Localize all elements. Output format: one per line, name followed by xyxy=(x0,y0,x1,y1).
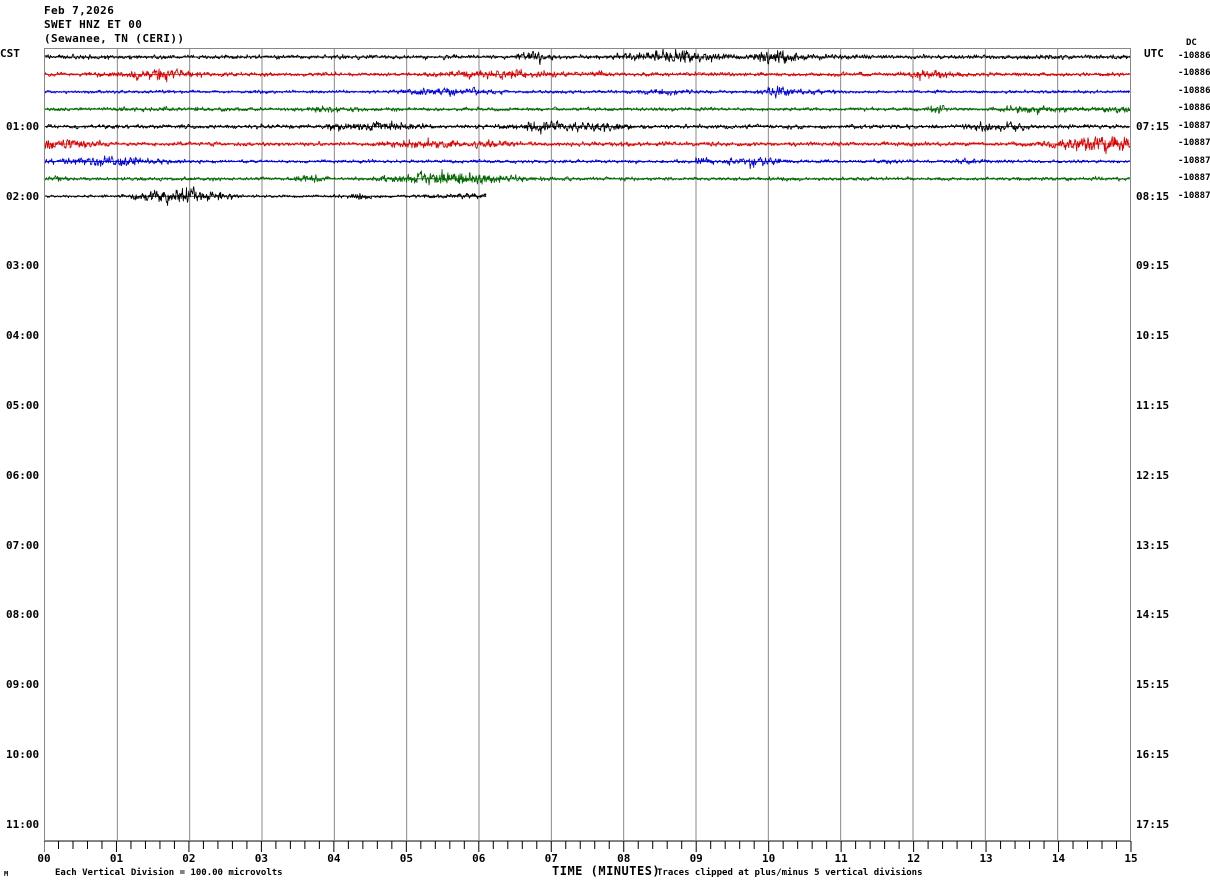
x-axis-ticks xyxy=(44,841,1132,852)
dc-value-row-4: -10887 xyxy=(1178,120,1210,131)
header-station: SWET HNZ ET 00 xyxy=(44,18,143,31)
header-location: (Sewanee, TN (CERI)) xyxy=(44,32,185,45)
m-glyph: M xyxy=(4,870,9,878)
left-time-label-0200: 02:00 xyxy=(6,189,40,203)
header-date: Feb 7,2026 xyxy=(44,4,115,17)
right-time-label-1215: 12:15 xyxy=(1136,468,1170,482)
x-axis-title: TIME (MINUTES) xyxy=(552,864,661,878)
x-tick-label-05: 05 xyxy=(399,852,413,865)
left-time-label-0600: 06:00 xyxy=(6,468,40,482)
left-time-label-0800: 08:00 xyxy=(6,608,40,622)
left-time-label-0900: 09:00 xyxy=(6,678,40,692)
x-tick-label-08: 08 xyxy=(617,852,631,865)
dc-value-row-3: -10886 xyxy=(1178,103,1210,114)
x-tick-label-01: 01 xyxy=(109,852,124,865)
x-tick-label-06: 06 xyxy=(472,852,486,865)
left-time-label-0300: 03:00 xyxy=(6,259,40,273)
right-time-label-1115: 11:15 xyxy=(1136,399,1170,412)
left-timezone-label: CST xyxy=(0,47,20,60)
right-time-label-1315: 13:15 xyxy=(1136,538,1170,552)
clip-note: Traces clipped at plus/minus 5 vertical … xyxy=(657,868,923,878)
seismic-traces xyxy=(45,49,1130,206)
x-tick-label-12: 12 xyxy=(906,852,921,865)
x-tick-label-15: 15 xyxy=(1124,852,1138,865)
right-time-label-1415: 14:15 xyxy=(1136,608,1170,622)
left-time-label-0100: 01:00 xyxy=(6,119,40,133)
x-tick-label-14: 14 xyxy=(1051,852,1066,865)
dc-value-row-6: -10887 xyxy=(1178,155,1210,166)
x-tick-label-09: 09 xyxy=(689,852,703,865)
dc-value-row-0: -10886 xyxy=(1178,51,1210,61)
x-tick-label-07: 07 xyxy=(544,852,558,865)
x-tick-label-02: 02 xyxy=(182,852,196,865)
helicorder-plot[interactable] xyxy=(44,48,1131,841)
left-time-label-1100: 11:00 xyxy=(6,817,40,831)
x-tick-label-11: 11 xyxy=(834,852,848,865)
x-tick-label-04: 04 xyxy=(327,852,341,865)
right-time-label-1615: 16:15 xyxy=(1136,748,1170,761)
dc-value-row-5: -10887 xyxy=(1178,138,1210,149)
x-tick-label-10: 10 xyxy=(762,852,776,865)
right-time-label-1015: 10:15 xyxy=(1136,329,1170,343)
dc-value-row-8: -10887 xyxy=(1178,190,1210,201)
left-time-label-1000: 10:00 xyxy=(6,748,40,761)
x-tick-label-00: 00 xyxy=(37,852,51,865)
left-time-label-0700: 07:00 xyxy=(6,538,40,552)
right-timezone-label: UTC xyxy=(1144,47,1164,60)
x-tick-label-13: 13 xyxy=(979,852,993,865)
dc-value-row-1: -10886 xyxy=(1178,68,1210,79)
dc-value-row-7: -10887 xyxy=(1178,173,1210,184)
right-time-label-0915: 09:15 xyxy=(1136,259,1170,273)
right-time-label-1715: 17:15 xyxy=(1136,817,1170,831)
right-time-label-0815: 08:15 xyxy=(1136,189,1170,203)
left-time-label-0500: 05:00 xyxy=(6,399,40,412)
dc-column-label: DC xyxy=(1186,38,1197,48)
right-time-label-1515: 15:15 xyxy=(1136,678,1170,692)
x-tick-label-03: 03 xyxy=(254,852,269,865)
scale-note: Each Vertical Division = 100.00 microvol… xyxy=(55,868,283,878)
left-time-label-0400: 04:00 xyxy=(6,329,40,343)
right-time-label-0715: 07:15 xyxy=(1136,119,1170,133)
grid-lines xyxy=(116,49,1059,840)
dc-value-row-2: -10886 xyxy=(1178,85,1210,96)
